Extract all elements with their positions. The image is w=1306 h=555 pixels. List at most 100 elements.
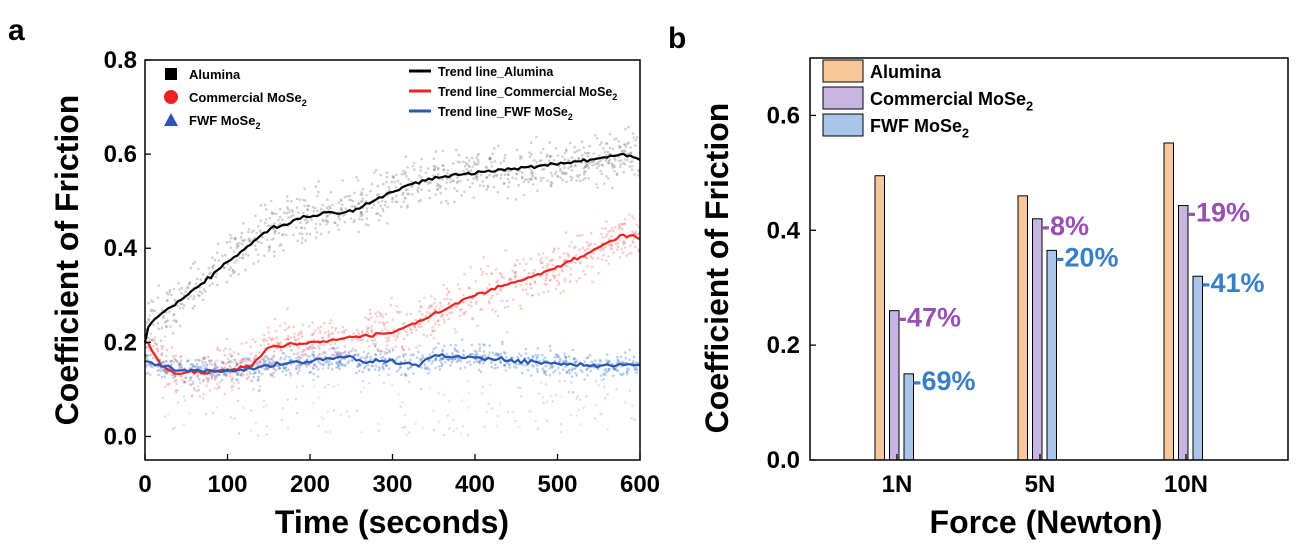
scatter-point [605,142,608,145]
scatter-point [481,180,485,183]
scatter-point [213,363,217,366]
scatter-point [198,395,202,398]
scatter-point [455,305,459,309]
scatter-point [449,307,453,310]
scatter-point [215,376,219,379]
scatter-point [272,361,275,365]
scatter-point [441,350,444,353]
scatter-point [240,242,244,246]
scatter-point [545,153,549,157]
scatter-point [434,366,437,370]
scatter-point [495,173,499,177]
scatter-point [293,332,296,336]
scatter-point [579,179,582,183]
scatter-point [307,204,311,208]
scatter-point [233,358,237,362]
scatter-point [578,276,581,280]
scatter-point [299,221,302,224]
scatter-point [368,308,372,311]
scatter-point [601,258,604,261]
scatter-point [226,357,230,361]
scatter-point [356,353,360,357]
scatter-point [257,434,260,437]
scatter-point [338,359,341,363]
scatter-point [174,374,177,378]
scatter-point [456,357,459,360]
scatter-point [179,359,183,363]
scatter-point [361,200,364,203]
scatter-point [341,179,345,182]
scatter-point [180,291,183,295]
scatter-point [202,378,206,382]
scatter-point [615,355,619,359]
percent-label: -8% [1041,211,1089,241]
scatter-point [374,364,378,368]
scatter-point [201,361,205,365]
scatter-point [360,431,363,434]
scatter-point [434,357,438,360]
scatter-point [258,385,261,388]
scatter-point [585,162,588,166]
scatter-point [297,337,300,341]
scatter-point [411,164,415,168]
scatter-point [294,398,298,401]
scatter-point [223,366,227,369]
scatter-point [462,353,465,356]
x-tick-label: 10N [1164,471,1208,498]
scatter-point [382,209,385,213]
scatter-point [146,371,150,375]
scatter-point [207,266,211,270]
scatter-point [590,160,594,164]
scatter-point [419,305,423,309]
scatter-point [578,248,581,251]
scatter-point [562,289,565,293]
scatter-point [259,241,263,245]
scatter-point [475,353,479,356]
scatter-point [341,363,345,366]
scatter-point [255,231,258,235]
scatter-point [331,368,334,371]
scatter-point [613,138,616,141]
scatter-point [180,364,183,367]
scatter-point [469,353,473,356]
scatter-point [383,350,386,354]
scatter-point [165,372,168,375]
scatter-point [521,288,525,292]
scatter-point [259,204,263,207]
legend-line-label: Trend line_FWF MoSe2 [438,105,573,122]
scatter-point [424,314,428,318]
scatter-point [249,379,253,382]
scatter-point [501,342,504,346]
scatter-point [241,253,245,256]
scatter-point [230,380,233,383]
x-tick-label: 500 [537,471,577,498]
scatter-point [551,274,555,277]
scatter-point [610,235,613,238]
scatter-point [337,383,340,386]
scatter-point [415,345,418,349]
scatter-point [404,171,407,174]
scatter-point [216,251,219,254]
scatter-point [591,256,595,260]
scatter-point [603,385,606,388]
scatter-point [316,326,320,330]
scatter-point [559,291,562,295]
scatter-point [428,386,432,389]
scatter-point [577,175,580,179]
scatter-point [563,277,567,281]
scatter-point [298,369,301,373]
scatter-point [282,352,286,355]
scatter-point [218,348,222,352]
scatter-point [544,373,548,377]
scatter-point [289,336,293,339]
scatter-point [160,369,164,372]
scatter-point [368,345,371,348]
scatter-point [266,224,270,228]
scatter-point [542,176,545,180]
scatter-point [254,248,258,251]
scatter-point [177,281,180,285]
scatter-point [425,367,429,371]
scatter-point [357,333,361,337]
scatter-point [559,357,562,361]
scatter-point [594,359,597,362]
